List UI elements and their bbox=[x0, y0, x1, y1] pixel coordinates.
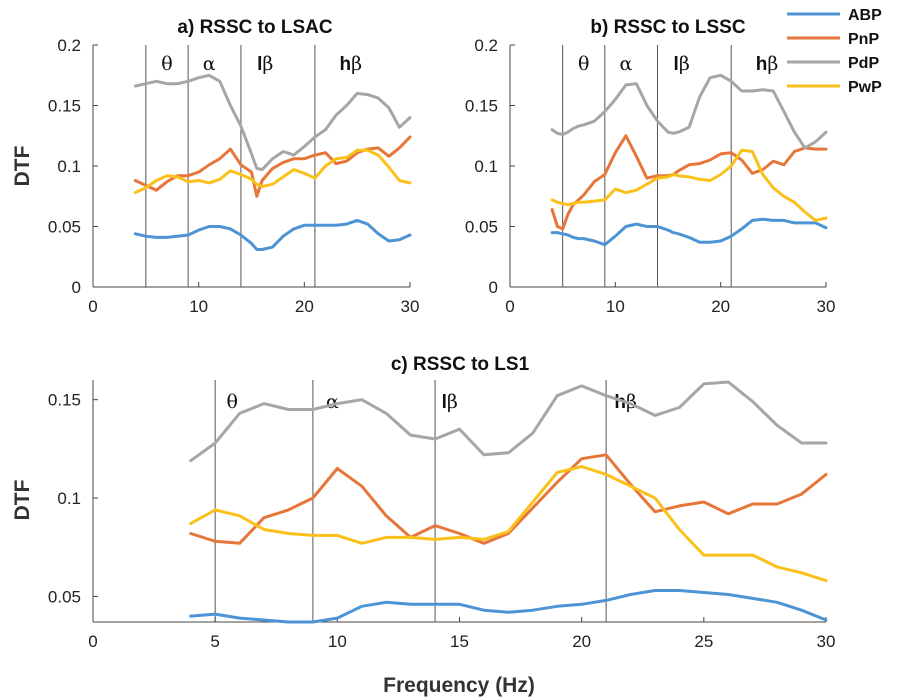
series-line-pwp bbox=[189, 465, 828, 583]
x-tick-label: 25 bbox=[694, 632, 713, 651]
y-tick-label: 0.15 bbox=[48, 97, 81, 116]
x-tick-label: 0 bbox=[88, 297, 97, 316]
y-tick-label: 0.1 bbox=[57, 157, 81, 176]
legend-label-pdp: PdP bbox=[848, 55, 879, 72]
band-label: hβ bbox=[340, 53, 363, 75]
y-tick-label: 0.1 bbox=[474, 157, 498, 176]
y-axis-label: DTF bbox=[11, 479, 34, 520]
x-axis-label: Frequency (Hz) bbox=[383, 674, 535, 697]
legend-label-pwp: PwP bbox=[848, 79, 882, 96]
series-line-pdp bbox=[189, 380, 828, 463]
chart-panel-1: 0 10 20 30 0 0.05 0.1 0.15 0.2 θ α lβ hβ a) RSSC to L… bbox=[11, 17, 419, 316]
x-tick-label: 10 bbox=[328, 632, 347, 651]
legend-label-pnp: PnP bbox=[848, 31, 879, 48]
y-tick-label: 0.2 bbox=[474, 36, 498, 55]
band-label: α bbox=[619, 53, 632, 75]
series-line-abp bbox=[189, 589, 828, 624]
x-tick-label: 30 bbox=[817, 632, 836, 651]
x-tick-label: 0 bbox=[505, 297, 514, 316]
x-tick-label: 20 bbox=[295, 297, 314, 316]
x-tick-label: 20 bbox=[711, 297, 730, 316]
y-tick-label: 0.05 bbox=[48, 218, 81, 237]
y-tick-label: 0.15 bbox=[48, 391, 81, 410]
band-label: θ bbox=[227, 391, 238, 413]
chart-panel-3: 0 5 10 15 20 25 30 0.05 0.1 0.15 θ α lβ hβ c) RSSC to … bbox=[11, 354, 835, 651]
chart-legend: ABP PnP PdP PwP bbox=[787, 7, 882, 96]
y-tick-label: 0.1 bbox=[57, 489, 81, 508]
series-line-pwp bbox=[550, 148, 828, 222]
band-label: hβ bbox=[756, 53, 779, 75]
y-axis-label: DTF bbox=[11, 145, 34, 186]
x-tick-label: 5 bbox=[210, 632, 219, 651]
chart-title: c) RSSC to LS1 bbox=[391, 354, 530, 375]
band-label: θ bbox=[161, 53, 172, 75]
y-tick-label: 0.15 bbox=[465, 97, 498, 116]
x-tick-label: 10 bbox=[606, 297, 625, 316]
y-tick-label: 0 bbox=[72, 278, 81, 297]
band-label: lβ bbox=[442, 391, 458, 413]
band-label: θ bbox=[578, 53, 589, 75]
x-tick-label: 0 bbox=[88, 632, 97, 651]
chart-panel-2: 0 10 20 30 0 0.05 0.1 0.15 0.2 θ α lβ hβ b) RSSC to L… bbox=[465, 17, 836, 316]
x-tick-label: 20 bbox=[572, 632, 591, 651]
series-line-pwp bbox=[133, 148, 412, 195]
band-label: hβ bbox=[614, 391, 637, 413]
series-line-pnp bbox=[550, 134, 828, 231]
band-label: lβ bbox=[674, 53, 690, 75]
series-line-abp bbox=[133, 218, 412, 251]
y-tick-label: 0.2 bbox=[57, 36, 81, 55]
series-line-pnp bbox=[133, 135, 412, 198]
x-tick-label: 30 bbox=[817, 297, 836, 316]
series-line-abp bbox=[550, 217, 828, 247]
y-tick-label: 0 bbox=[489, 278, 498, 297]
legend-label-abp: ABP bbox=[848, 7, 882, 24]
y-tick-label: 0.05 bbox=[48, 587, 81, 606]
chart-title: a) RSSC to LSAC bbox=[177, 17, 332, 38]
band-label: α bbox=[326, 391, 339, 413]
x-tick-label: 10 bbox=[189, 297, 208, 316]
x-tick-label: 30 bbox=[401, 297, 420, 316]
series-line-pnp bbox=[189, 453, 828, 545]
band-label: lβ bbox=[257, 53, 273, 75]
y-tick-label: 0.05 bbox=[465, 218, 498, 237]
series-line-pdp bbox=[550, 73, 828, 150]
series-line-pdp bbox=[133, 73, 412, 172]
x-tick-label: 15 bbox=[450, 632, 469, 651]
band-label: α bbox=[203, 53, 216, 75]
chart-title: b) RSSC to LSSC bbox=[590, 17, 745, 38]
